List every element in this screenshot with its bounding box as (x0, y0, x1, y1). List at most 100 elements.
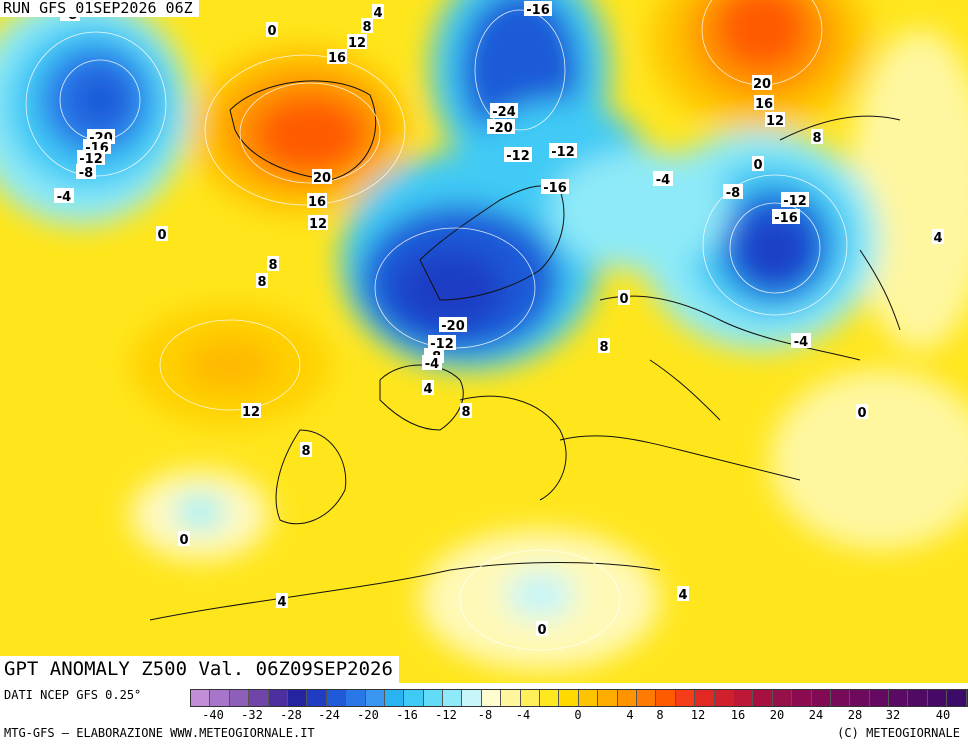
contour-label-text: 8 (301, 444, 310, 459)
color-scale-swatch (753, 690, 773, 706)
color-scale-swatch (636, 690, 657, 706)
contour-label: -16 (772, 209, 800, 226)
color-scale-swatch (927, 690, 948, 706)
contour-label: 16 (754, 95, 774, 112)
contour-label-text: -12 (551, 145, 575, 160)
contour-label-text: 20 (753, 77, 771, 92)
color-scale-swatch (423, 690, 444, 706)
color-scale-swatch (811, 690, 831, 706)
color-scale-swatch (481, 690, 502, 706)
color-scale-tick: 4 (626, 708, 634, 722)
color-scale-swatch (365, 690, 385, 706)
color-scale-swatch (326, 690, 347, 706)
contour-label-text: 16 (755, 97, 773, 112)
contour-label-text: -20 (441, 319, 465, 334)
color-scale-swatch (404, 690, 424, 706)
contour-label-text: 0 (267, 24, 276, 39)
color-scale-swatch (462, 690, 482, 706)
color-scale-tick: -24 (318, 708, 340, 722)
contour-label: 12 (347, 34, 367, 51)
coastlines (149, 80, 901, 621)
contour-label: 0 (178, 531, 190, 548)
contour-label-text: 0 (537, 623, 546, 638)
contour-label-text: 20 (313, 171, 331, 186)
contour-label-text: -20 (489, 121, 513, 136)
contour-label: -12 (781, 192, 809, 209)
color-scale-swatch (792, 690, 812, 706)
contour-label-text: 4 (678, 588, 687, 603)
contour-label-text: 12 (766, 114, 784, 129)
contour-label: 12 (308, 215, 328, 232)
contour-label: 0 (618, 290, 630, 307)
contour-label-text: 8 (599, 340, 608, 355)
contour-label-text: 4 (277, 595, 286, 610)
contour-label: 16 (327, 49, 347, 66)
contour-label-text: -16 (774, 211, 798, 226)
contour-label: 4 (932, 229, 944, 246)
contour-label: 20 (752, 75, 772, 92)
color-scale-swatch (869, 690, 890, 706)
contour-label: 16 (307, 193, 327, 210)
contour-label: 0 (156, 226, 168, 243)
contour-label-text: -12 (783, 194, 807, 209)
contour-label-text: 4 (933, 231, 942, 246)
contour-label: 4 (276, 593, 288, 610)
color-scale-tick: -40 (202, 708, 224, 722)
color-scale-swatch (947, 690, 967, 706)
contour-label-text: 8 (362, 20, 371, 35)
color-scale-swatch (346, 690, 366, 706)
run-label: RUN GFS 01SEP2026 06Z (0, 0, 199, 17)
color-scale-swatch (501, 690, 521, 706)
color-scale-swatch (598, 690, 618, 706)
color-scale-tick: -20 (357, 708, 379, 722)
contour-label-text: 4 (373, 6, 382, 21)
color-scale-swatch (249, 690, 269, 706)
contour-label: -4 (791, 333, 811, 350)
color-scale-tick: 8 (656, 708, 664, 722)
color-scale-swatch (443, 690, 463, 706)
color-scale-swatch (733, 690, 754, 706)
contour-label: 4 (422, 380, 434, 397)
color-scale-swatch (520, 690, 541, 706)
contour-label-text: -4 (794, 335, 808, 350)
color-scale-tick: -32 (241, 708, 263, 722)
contour-label-text: 8 (461, 405, 470, 420)
color-scale-tick: -8 (477, 708, 493, 722)
contour-label-text: -16 (526, 3, 550, 18)
contour-label-text: 12 (348, 36, 366, 51)
color-scale-swatch (384, 690, 405, 706)
contour-label: -12 (549, 143, 577, 160)
color-scale-swatch (656, 690, 676, 706)
contour-label-text: -16 (543, 181, 567, 196)
contour-label-text: 12 (309, 217, 327, 232)
contour-label-text: 16 (328, 51, 346, 66)
color-scale-tick: -28 (280, 708, 302, 722)
contour-label-text: 0 (753, 158, 762, 173)
contour-label-text: -8 (79, 166, 93, 181)
contour-label-text: 0 (619, 292, 628, 307)
contour-label-text: 12 (242, 405, 260, 420)
color-scale-tick: 20 (769, 708, 785, 722)
contour-label: -4 (422, 355, 442, 372)
contour-label-text: -4 (425, 357, 439, 372)
contour-labels: -84081216-16-20-16-12-8-4020161288-24-20… (54, 1, 944, 638)
contour-label-text: -12 (506, 149, 530, 164)
color-scale-swatch (540, 690, 560, 706)
color-scale-tick: 28 (847, 708, 863, 722)
contour-label: 0 (856, 404, 868, 421)
contour-label: 0 (752, 156, 764, 173)
contour-label-text: 8 (812, 131, 821, 146)
color-scale-swatch (191, 690, 211, 706)
contour-label-text: 16 (308, 195, 326, 210)
contour-label-text: 0 (857, 406, 866, 421)
contour-label: 8 (598, 338, 610, 355)
contour-label-text: 8 (257, 275, 266, 290)
contour-label: 4 (677, 586, 689, 603)
contour-label-text: -4 (57, 190, 71, 205)
contour-label: 0 (536, 621, 548, 638)
map-title: GPT ANOMALY Z500 Val. 06Z09SEP2026 (0, 656, 399, 683)
contour-label: -20 (487, 119, 515, 136)
color-scale-swatch (210, 690, 230, 706)
contour-label: 8 (256, 273, 268, 290)
